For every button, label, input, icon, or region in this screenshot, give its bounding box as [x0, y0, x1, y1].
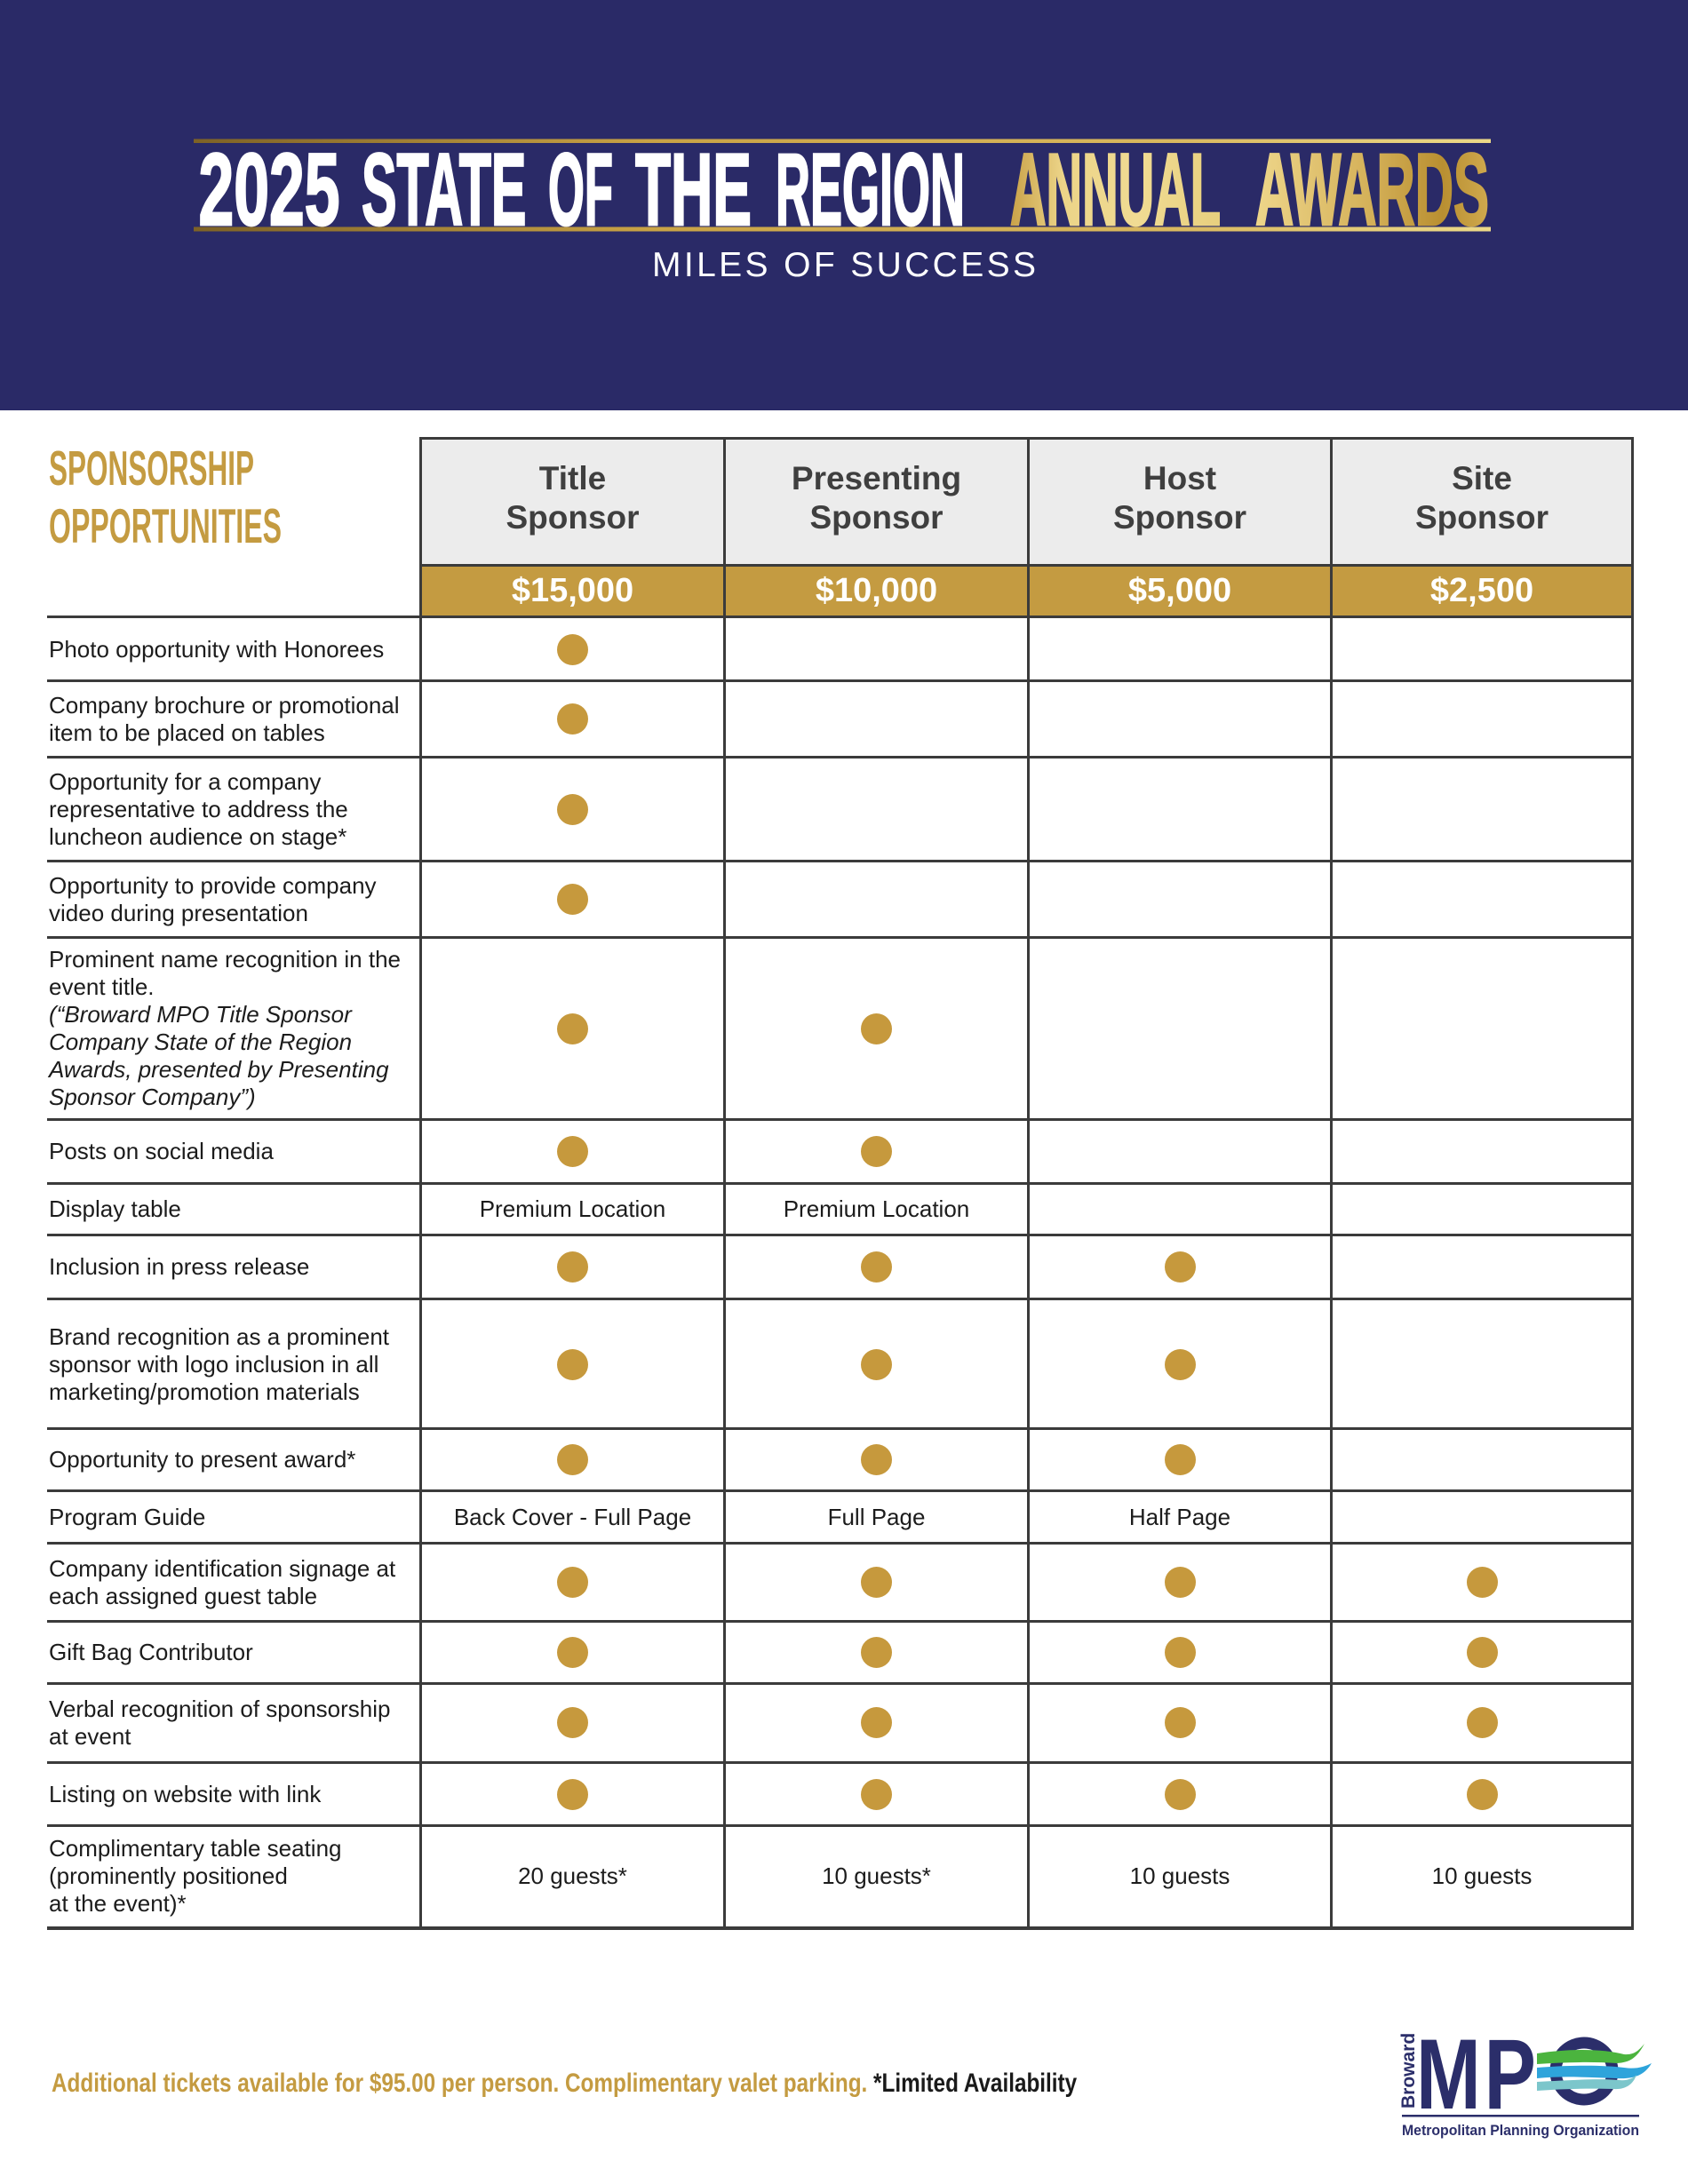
svg-text:OPPORTUNITIES: OPPORTUNITIES: [49, 498, 282, 553]
svg-text:2025: 2025: [199, 133, 340, 248]
svg-text:Broward: Broward: [1398, 2033, 1419, 2109]
svg-text:OF: OF: [548, 132, 613, 247]
svg-text:MP: MP: [1416, 2027, 1540, 2131]
svg-text:STATE: STATE: [362, 133, 526, 247]
svg-text:THE: THE: [635, 132, 752, 247]
svg-text:ANNUAL: ANNUAL: [1010, 133, 1221, 247]
svg-text:REGION: REGION: [776, 134, 965, 248]
svg-text:AWARDS: AWARDS: [1255, 133, 1489, 247]
svg-text:MILES OF SUCCESS: MILES OF SUCCESS: [652, 246, 1036, 284]
svg-text:SPONSORSHIP: SPONSORSHIP: [49, 441, 254, 496]
svg-text:Metropolitan Planning Organiza: Metropolitan Planning Organization: [1402, 2123, 1639, 2139]
